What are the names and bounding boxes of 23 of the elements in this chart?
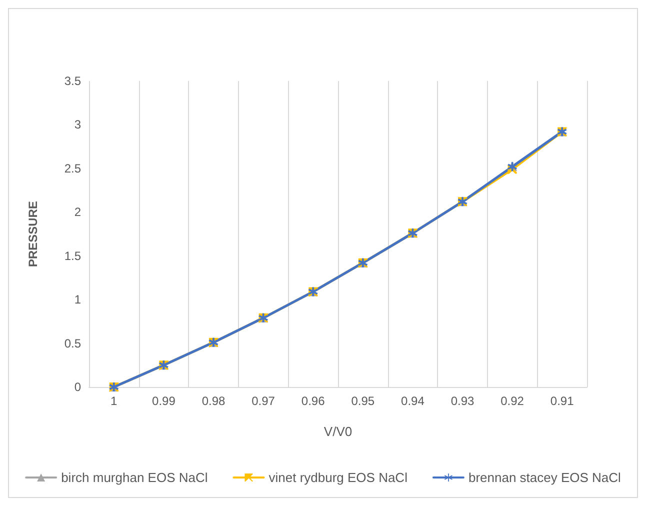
y-tick-label: 0 <box>74 380 82 394</box>
x-tick-label: 0.94 <box>401 394 425 408</box>
x-tick-label: 0.92 <box>500 394 524 408</box>
x-tick-label: 0.97 <box>252 394 276 408</box>
x-tick-label: 0.96 <box>301 394 326 408</box>
legend-label: birch murghan EOS NaCl <box>61 470 208 485</box>
y-tick-label: 3.5 <box>64 74 82 88</box>
x-tick-label: 1 <box>110 394 118 408</box>
y-tick-label: 1 <box>74 292 82 307</box>
y-axis-title: PRESSURE <box>26 200 40 268</box>
x-tick-label: 0.95 <box>351 394 375 408</box>
y-tick-label: 2.5 <box>64 161 82 176</box>
x-tick-label: 0.98 <box>202 394 226 408</box>
x-axis-title: V/V0 <box>324 424 352 439</box>
legend-label: vinet rydburg EOS NaCl <box>268 470 408 485</box>
y-tick-label: 2 <box>74 205 82 220</box>
x-tick-label: 0.99 <box>152 394 176 408</box>
y-tick-label: 0.5 <box>64 336 82 350</box>
legend-label: brennan stacey EOS NaCl <box>468 470 622 485</box>
y-tick-label: 1.5 <box>64 248 82 263</box>
x-tick-label: 0.91 <box>550 394 574 408</box>
x-tick-label: 0.93 <box>450 394 474 408</box>
y-tick-label: 3 <box>74 118 82 132</box>
